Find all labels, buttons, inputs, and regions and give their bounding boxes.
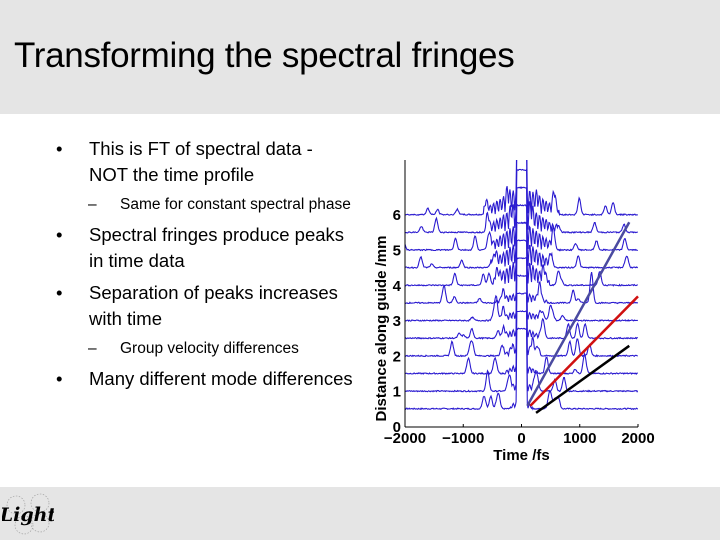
- guide-line: [526, 221, 631, 407]
- bullet-text: This is FT of spectral data - NOT the ti…: [89, 138, 313, 185]
- y-tick-label: 0: [393, 419, 401, 436]
- trace-line: [405, 160, 638, 234]
- slide-header: Transforming the spectral fringes: [0, 0, 720, 114]
- x-tick-label: 2000: [621, 430, 654, 447]
- bullet-text: Group velocity differences: [120, 340, 299, 357]
- bullet-text: Separation of peaks increases with time: [89, 282, 338, 329]
- trace-line: [405, 221, 638, 305]
- trace-line: [405, 239, 638, 323]
- sub-bullet-item: – Group velocity differences: [56, 338, 356, 360]
- y-tick-label: 2: [393, 348, 401, 365]
- trace-line: [405, 327, 638, 411]
- bullet-mark: –: [88, 196, 97, 213]
- x-tick-label: −1000: [442, 430, 484, 447]
- y-tick-label: 3: [393, 313, 401, 330]
- script-light-logo-icon: Light: [2, 493, 54, 535]
- bullet-text: Same for constant spectral phase: [120, 196, 351, 213]
- trace-line: [405, 167, 638, 252]
- bullet-mark: •: [56, 368, 63, 389]
- trace-line: [405, 310, 638, 393]
- x-tick-label: −2000: [384, 430, 426, 447]
- y-tick-label: 5: [393, 243, 401, 260]
- y-tick-label: 1: [393, 384, 401, 401]
- bullet-text: Many different mode differences: [89, 368, 353, 389]
- chart-svg: −2000 −1000 0 1000 2000 0 1 2 3 4 5 6 Time /fs Distan…: [373, 160, 655, 464]
- trace-line: [405, 160, 638, 217]
- x-tick-label: 1000: [563, 430, 596, 447]
- x-axis-label: Time /fs: [493, 447, 549, 464]
- bullet-list: • This is FT of spectral data - NOT the t…: [56, 136, 356, 398]
- trace-line: [405, 274, 638, 358]
- trace-line: [405, 255, 638, 340]
- y-tick-label: 6: [393, 207, 401, 224]
- bullet-mark: •: [56, 282, 63, 303]
- svg-text:Light: Light: [2, 504, 54, 526]
- y-tick-label: 4: [393, 278, 402, 295]
- bullet-item: • Separation of peaks increases with time: [56, 280, 356, 332]
- bullet-text: Spectral fringes produce peaks in time d…: [89, 224, 345, 271]
- trace-line: [405, 292, 638, 376]
- slide-title: Transforming the spectral fringes: [14, 36, 515, 75]
- guide-line: [529, 295, 639, 407]
- bullet-mark: •: [56, 138, 63, 159]
- bullet-item: • Spectral fringes produce peaks in time …: [56, 222, 356, 274]
- bullet-mark: •: [56, 224, 63, 245]
- trace-line: [405, 186, 638, 270]
- slide-footer: Light: [0, 487, 720, 540]
- bullet-item: • This is FT of spectral data - NOT the t…: [56, 136, 356, 188]
- x-tick-label: 0: [517, 430, 525, 447]
- guide-line: [535, 344, 630, 414]
- sub-bullet-item: – Same for constant spectral phase: [56, 194, 356, 216]
- bullet-mark: –: [88, 340, 97, 357]
- trace-line: [405, 204, 638, 287]
- y-axis-label: Distance along guide /mm: [373, 236, 390, 422]
- waterfall-chart: −2000 −1000 0 1000 2000 0 1 2 3 4 5 6 Time /fs Distan…: [360, 160, 660, 470]
- bullet-item: • Many different mode differences: [56, 366, 356, 392]
